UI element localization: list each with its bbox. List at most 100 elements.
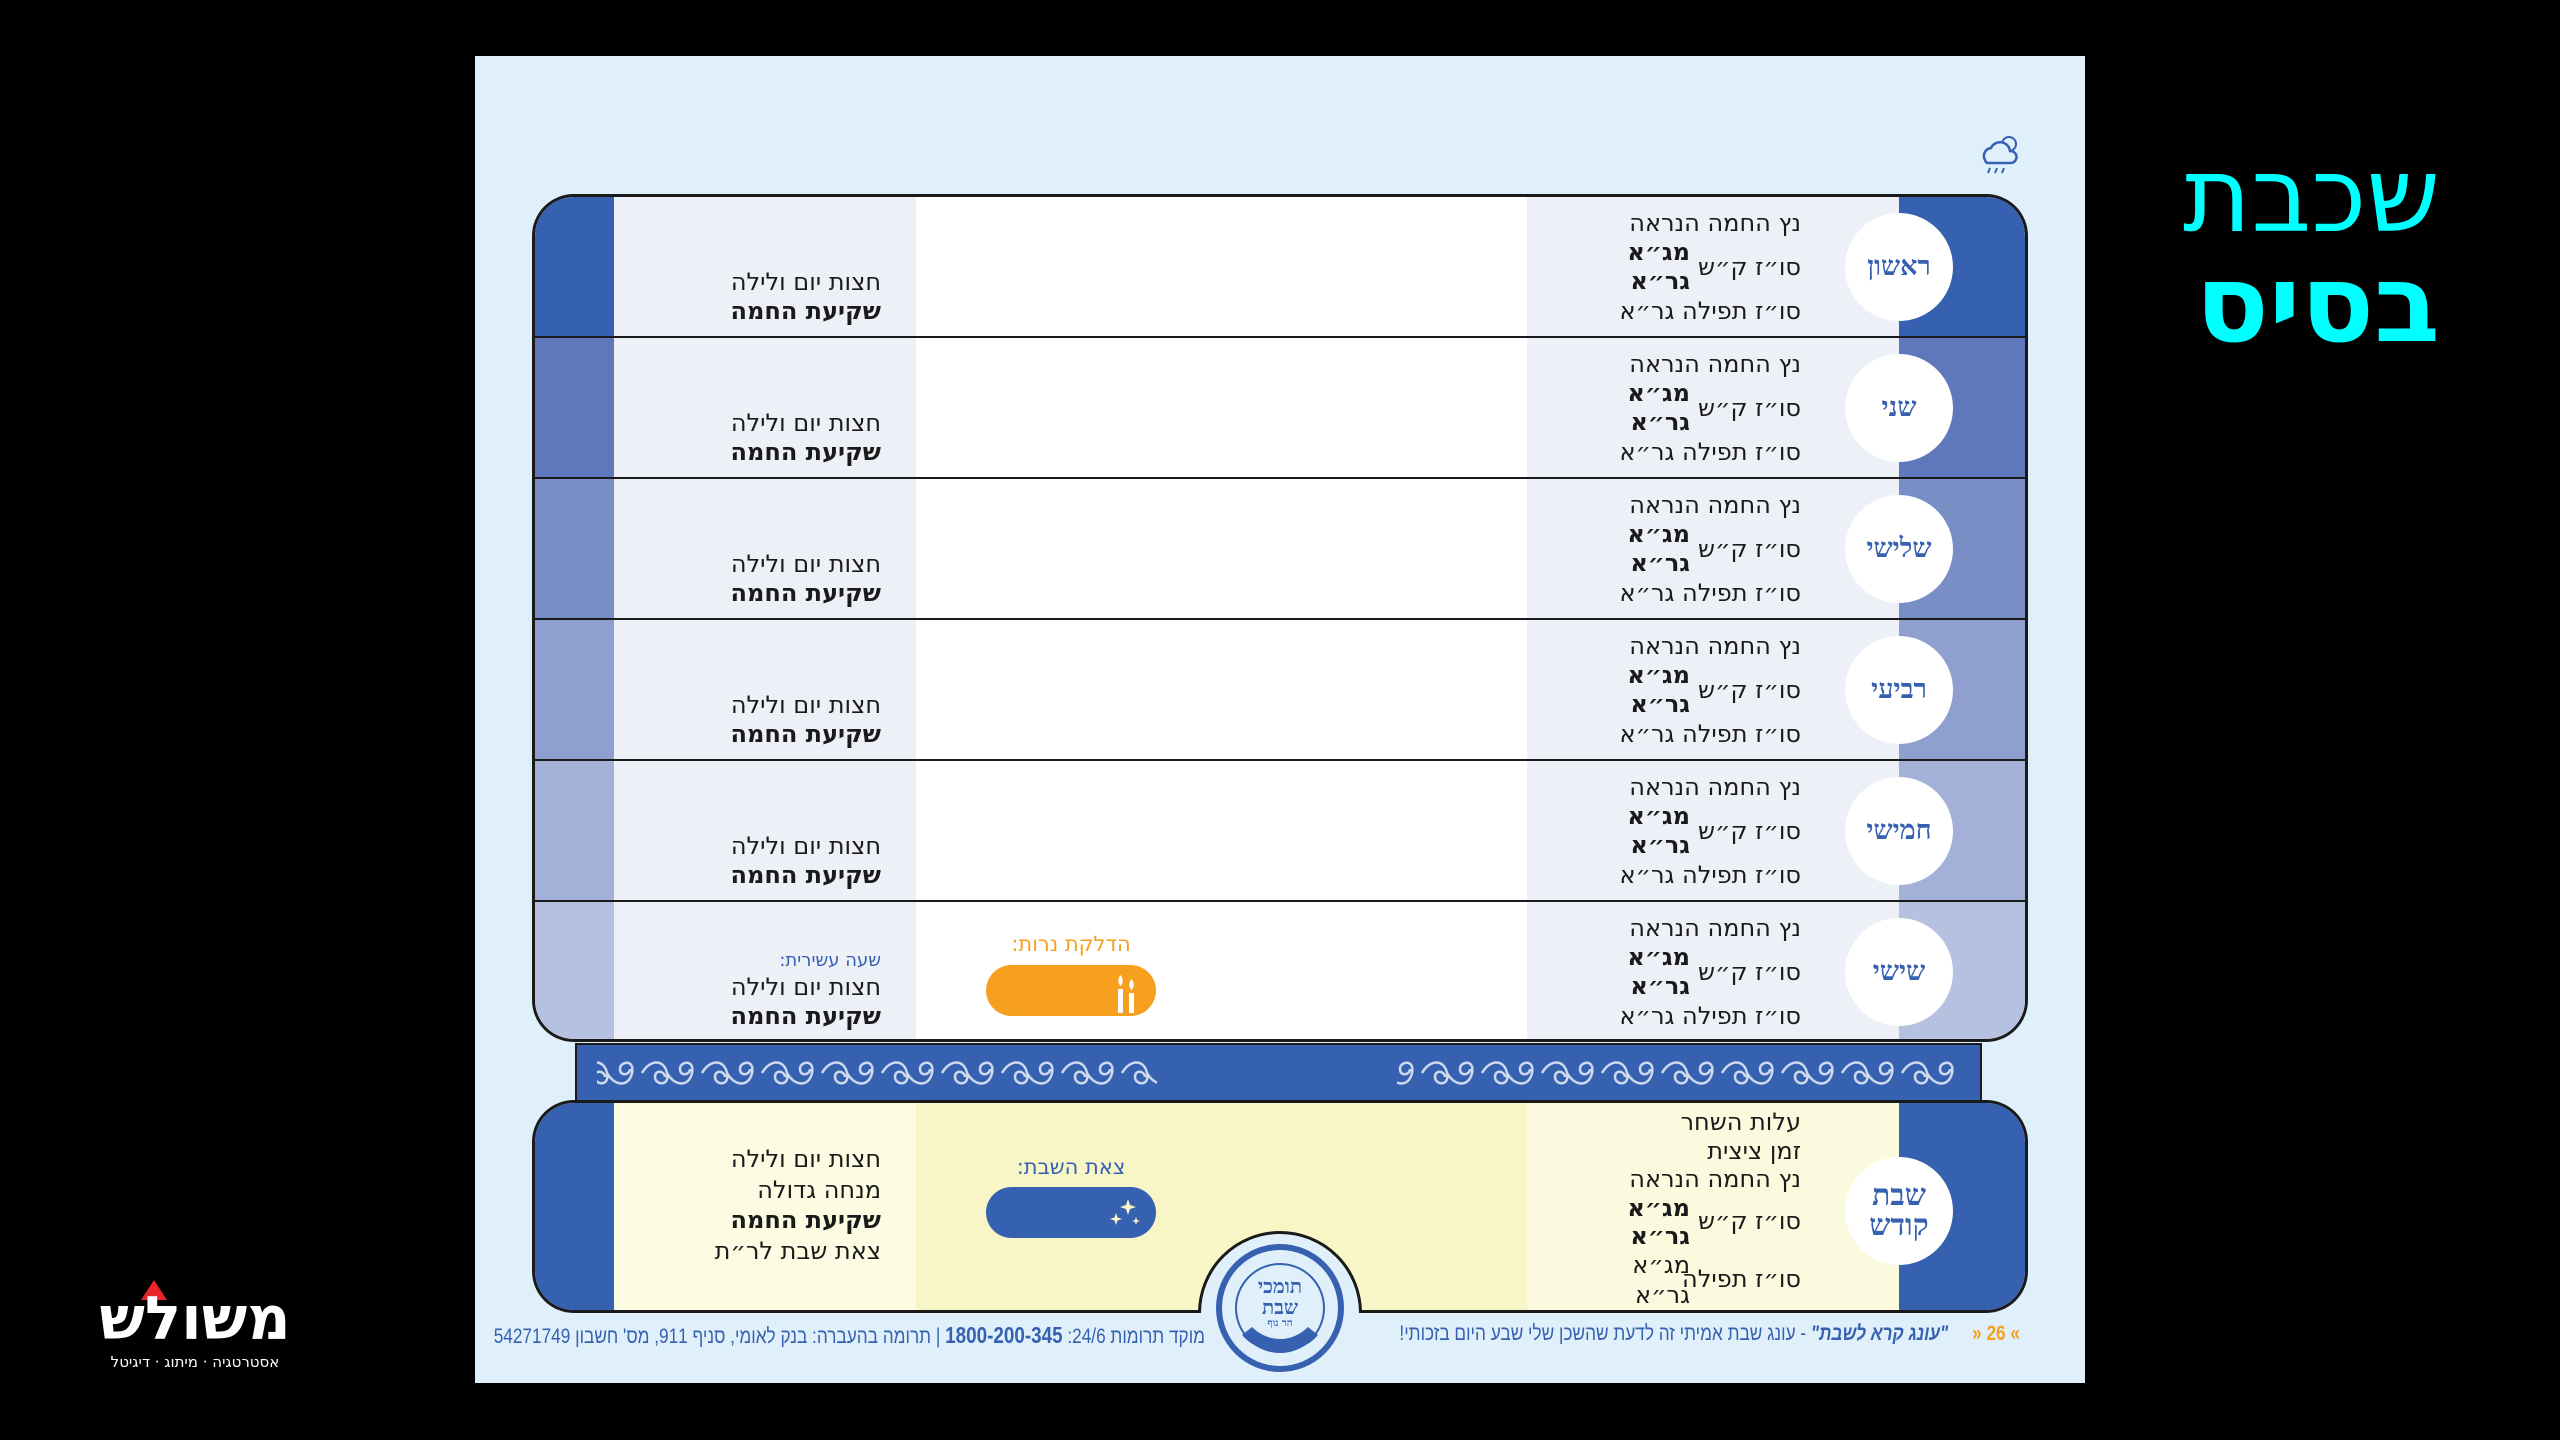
ornament-band xyxy=(575,1043,1982,1102)
chatzot-label: חצות יום ולילה xyxy=(730,973,881,1001)
weekday-row: שני נץ החמה הנראה סו״ז ק״ש מג״א גר״א סו״ז תפי… xyxy=(535,338,2025,479)
logo-triangle-icon xyxy=(141,1280,167,1300)
left-panel xyxy=(614,1103,916,1310)
seal-line3: הר נוף xyxy=(1267,1318,1293,1329)
left-panel xyxy=(614,197,916,336)
hotline-phone: 1800-200-345 xyxy=(945,1322,1063,1348)
slide-title: שכבת בסיס xyxy=(2183,140,2440,360)
right-panel xyxy=(1527,338,1899,477)
mga-label: מג״א xyxy=(1632,1251,1690,1279)
right-panel xyxy=(1527,479,1899,618)
weekday-row: ראשון נץ החמה הנראה סו״ז ק״ש מג״א גר״א סו״ז ת… xyxy=(535,197,2025,338)
motzei-shabbat-label: צאת השבת: xyxy=(1016,1155,1126,1179)
gra-label: גר״א xyxy=(1635,1281,1690,1309)
netz-label: נץ החמה הנראה xyxy=(1629,914,1801,942)
tomchei-shabbos-seal: תומכי שבת הר נוף xyxy=(1212,1240,1348,1376)
bank-transfer-details: תרומה בהעברה: בנק לאומי, סניף 911, מס' ח… xyxy=(493,1325,932,1348)
netz-label: נץ החמה הנראה xyxy=(1629,491,1801,519)
shkia-label: שקיעת החמה xyxy=(730,861,881,889)
chatzot-label: חצות יום ולילה xyxy=(730,268,881,296)
row-strip-left xyxy=(535,197,614,336)
row-strip-left xyxy=(535,620,614,759)
gra-label: גר״א xyxy=(1630,972,1690,1000)
day-badge: רביעי xyxy=(1845,636,1953,744)
tefila-label: סו״ז תפילה גר״א xyxy=(1619,720,1801,748)
mga-label: מג״א xyxy=(1627,661,1690,689)
day-name-line1: שבת xyxy=(1872,1178,1926,1213)
shema-label: סו״ז ק״ש xyxy=(1697,394,1801,422)
ornament-swirl-icon xyxy=(597,1045,1957,1100)
row-strip-left xyxy=(535,479,614,618)
mincha-label: מנחה גדולה xyxy=(757,1176,881,1204)
netz-label: נץ החמה הנראה xyxy=(1629,209,1801,237)
cloud-rain-sun-icon xyxy=(1975,130,2025,180)
gra-label: גר״א xyxy=(1630,267,1690,295)
weekday-table: ראשון נץ החמה הנראה סו״ז ק״ש מג״א גר״א סו״ז ת… xyxy=(532,194,2028,1042)
gra-label: גר״א xyxy=(1630,408,1690,436)
day-name-line2: קודש xyxy=(1869,1208,1929,1243)
chatzot-label: חצות יום ולילה xyxy=(730,409,881,437)
day-name: ראשון xyxy=(1867,251,1931,282)
row-strip-left xyxy=(535,1103,614,1310)
day-badge: שישי xyxy=(1845,918,1953,1026)
weekday-row: רביעי נץ החמה הנראה סו״ז ק״ש מג״א גר״א סו״ז ת… xyxy=(535,620,2025,761)
netz-label: נץ החמה הנראה xyxy=(1629,350,1801,378)
row-strip-left xyxy=(535,761,614,900)
right-panel xyxy=(1527,620,1899,759)
mga-label: מג״א xyxy=(1627,943,1690,971)
chatzot-label: חצות יום ולילה xyxy=(730,832,881,860)
alot-label: עלות השחר xyxy=(1680,1108,1801,1136)
row-strip-left xyxy=(535,338,614,477)
gra-label: גר״א xyxy=(1630,1222,1690,1250)
tefila-label: סו״ז תפילה גר״א xyxy=(1619,297,1801,325)
candle-lighting-label: הדלקת נרות: xyxy=(1011,932,1131,956)
left-panel xyxy=(614,902,916,1039)
netz-label: נץ החמה הנראה xyxy=(1629,632,1801,660)
shkia-label: שקיעת החמה xyxy=(730,720,881,748)
shema-label: סו״ז ק״ש xyxy=(1697,676,1801,704)
weekday-row: שישי נץ החמה הנראה סו״ז ק״ש מג״א גר״א סו״ז תפ… xyxy=(535,902,2025,1039)
tefila-label: סו״ז תפילה גר״א xyxy=(1619,861,1801,889)
gra-label: גר״א xyxy=(1630,831,1690,859)
hotline-label: מוקד תרומות 24/6: xyxy=(1062,1325,1205,1348)
day-badge: ראשון xyxy=(1845,213,1953,321)
rabbeinu-tam-label: צאת שבת לר״ת xyxy=(714,1237,881,1265)
right-panel xyxy=(1527,902,1899,1039)
shema-label: סו״ז ק״ש xyxy=(1697,958,1801,986)
footer-separator: | xyxy=(931,1325,946,1348)
logo-wordmark: משולש xyxy=(99,1284,291,1354)
chatzot-label: חצות יום ולילה xyxy=(730,550,881,578)
day-badge: שני xyxy=(1845,354,1953,462)
gra-label: גר״א xyxy=(1630,549,1690,577)
tefila-label: סו״ז תפילה גר״א xyxy=(1619,579,1801,607)
seal-line1: תומכי xyxy=(1257,1274,1303,1298)
stars-icon xyxy=(1110,1199,1140,1225)
mga-label: מג״א xyxy=(1627,802,1690,830)
footer-right: » 26 « "עונג קרא לשבת" - עונג שבת אמיתי … xyxy=(1399,1322,2020,1352)
shkia-label: שקיעת החמה xyxy=(730,297,881,325)
shkia-label: שקיעת החמה xyxy=(730,579,881,607)
shema-label: סו״ז ק״ש xyxy=(1697,817,1801,845)
candle-lighting-time-pill xyxy=(986,965,1156,1016)
candles-icon xyxy=(1118,975,1134,1013)
netz-label: נץ החמה הנראה xyxy=(1629,773,1801,801)
row-strip-left xyxy=(535,902,614,1039)
mga-label: מג״א xyxy=(1627,1194,1690,1222)
right-panel xyxy=(1527,761,1899,900)
right-panel xyxy=(1527,197,1899,336)
weekday-row: שלישי נץ החמה הנראה סו״ז ק״ש מג״א גר״א סו״ז ת… xyxy=(535,479,2025,620)
chatzot-label: חצות יום ולילה xyxy=(730,691,881,719)
day-name: שלישי xyxy=(1866,533,1932,564)
left-panel xyxy=(614,620,916,759)
shkia-label: שקיעת החמה xyxy=(730,438,881,466)
left-panel xyxy=(614,338,916,477)
page-number-value: 26 xyxy=(1986,1322,2006,1345)
mga-label: מג״א xyxy=(1627,520,1690,548)
day-name: רביעי xyxy=(1871,674,1927,705)
seal-line2: שבת xyxy=(1262,1295,1298,1319)
day-name: שישי xyxy=(1872,956,1926,987)
footer-donation: מוקד תרומות 24/6: 1800-200-345 | תרומה ב… xyxy=(494,1322,1205,1352)
day-name: שני xyxy=(1881,392,1917,423)
day-badge-shabbat: שבת קודש xyxy=(1845,1157,1953,1265)
tefila-label: סו״ז תפילה גר״א xyxy=(1619,1002,1801,1030)
